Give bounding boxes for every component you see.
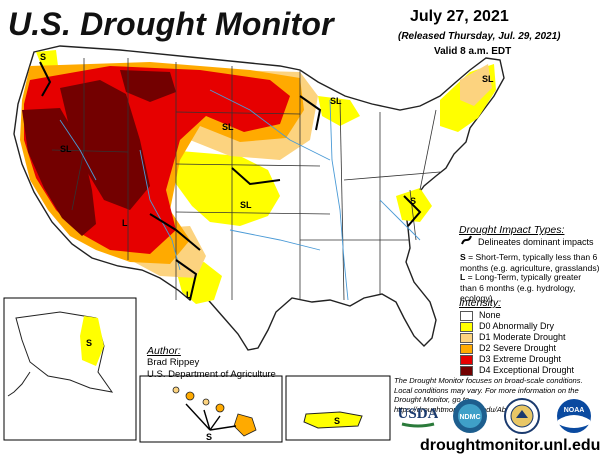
doc-seal-logo bbox=[502, 398, 542, 439]
author-name: Brad Rippey bbox=[147, 357, 200, 368]
intensity-swatch bbox=[460, 310, 473, 321]
intensity-swatch bbox=[460, 343, 473, 354]
label-sl-greatlakes: SL bbox=[330, 96, 342, 106]
label-sl-west: SL bbox=[60, 144, 72, 154]
hawaii-impact-lines bbox=[185, 403, 237, 431]
map-impact-labels: S SL L SL SL L SL S SL S S S bbox=[40, 52, 494, 442]
intensity-legend-item: None bbox=[460, 310, 501, 321]
intensity-legend-item: D0 Abnormally Dry bbox=[460, 321, 555, 332]
label-s-puerto-rico: S bbox=[334, 416, 340, 426]
impact-s-key: S bbox=[460, 252, 466, 262]
d0-plains bbox=[168, 150, 280, 226]
usda-logo-text: USDA bbox=[398, 406, 438, 422]
intensity-legend-item: D2 Severe Drought bbox=[460, 343, 557, 354]
alaska-inset bbox=[3, 297, 137, 441]
valid-time: Valid 8 a.m. EDT bbox=[434, 46, 512, 57]
intensity-label: None bbox=[479, 310, 501, 320]
release-date: (Released Thursday, Jul. 29, 2021) bbox=[398, 31, 561, 42]
noaa-logo: NOAA bbox=[554, 398, 594, 439]
label-s-midatlantic: S bbox=[410, 196, 416, 206]
impact-short-term: S = Short-Term, typically less than 6 mo… bbox=[460, 252, 600, 273]
impact-s-text: = Short-Term, typically less than 6 mont… bbox=[460, 252, 600, 273]
puerto-rico-inset bbox=[285, 375, 391, 441]
impact-l-text: = Long-Term, typically greater than 6 mo… bbox=[460, 272, 582, 303]
hawaii-inset bbox=[139, 375, 283, 443]
label-l-texas: L bbox=[186, 290, 192, 300]
impact-line-glyph bbox=[461, 235, 472, 245]
impact-legend-title: Drought Impact Types: bbox=[459, 224, 565, 236]
alaska-d0 bbox=[80, 316, 104, 366]
intensity-label: D2 Severe Drought bbox=[479, 343, 557, 353]
label-l-southwest: L bbox=[122, 218, 128, 228]
noaa-logo-text: NOAA bbox=[564, 407, 585, 414]
impact-line-label: Delineates dominant impacts bbox=[478, 237, 594, 247]
ndmc-logo: NDMC bbox=[450, 398, 490, 439]
impact-l-key: L bbox=[460, 272, 466, 282]
label-sl-northeast: SL bbox=[482, 74, 494, 84]
label-sl-north: SL bbox=[222, 122, 234, 132]
intensity-label: D0 Abnormally Dry bbox=[479, 321, 555, 331]
puerto-rico-shape bbox=[303, 411, 363, 429]
intensity-swatch bbox=[460, 354, 473, 365]
impact-lines bbox=[39, 61, 422, 301]
state-borders bbox=[51, 58, 441, 301]
intensity-legend-item: D3 Extreme Drought bbox=[460, 354, 562, 365]
intensity-label: D4 Exceptional Drought bbox=[479, 365, 575, 375]
hawaii-islands bbox=[172, 386, 257, 437]
intensity-swatch bbox=[460, 321, 473, 332]
label-s-hawaii: S bbox=[206, 432, 212, 442]
intensity-swatch bbox=[460, 365, 473, 376]
intensity-legend-item: D4 Exceptional Drought bbox=[460, 365, 575, 376]
map-title: U.S. Drought Monitor bbox=[8, 6, 334, 42]
usda-logo: USDA bbox=[398, 398, 439, 437]
label-s-northwest: S bbox=[40, 52, 46, 62]
d4-greatbasin bbox=[60, 80, 150, 210]
partner-logos: USDA NDMC NOAA bbox=[398, 398, 598, 434]
author-title: Author: bbox=[147, 345, 181, 357]
intensity-label: D3 Extreme Drought bbox=[479, 354, 562, 364]
intensity-legend-item: D1 Moderate Drought bbox=[460, 332, 566, 343]
map-date: July 27, 2021 bbox=[410, 8, 509, 25]
author-org: U.S. Department of Agriculture bbox=[147, 369, 276, 380]
website-link[interactable]: droughtmonitor.unl.edu bbox=[420, 437, 600, 454]
impact-long-term: L = Long-Term, typically greater than 6 … bbox=[460, 272, 600, 304]
d4-montana bbox=[120, 70, 176, 102]
intensity-swatch bbox=[460, 332, 473, 343]
intensity-legend-title: Intensity: bbox=[459, 297, 502, 309]
d1-northeast bbox=[460, 64, 492, 106]
label-sl-plains: SL bbox=[240, 200, 252, 210]
ndmc-logo-text: NDMC bbox=[460, 414, 481, 421]
label-s-alaska: S bbox=[86, 338, 92, 348]
d0-greatlakes bbox=[318, 96, 360, 126]
alaska-chain bbox=[7, 371, 31, 397]
intensity-label: D1 Moderate Drought bbox=[479, 332, 566, 342]
